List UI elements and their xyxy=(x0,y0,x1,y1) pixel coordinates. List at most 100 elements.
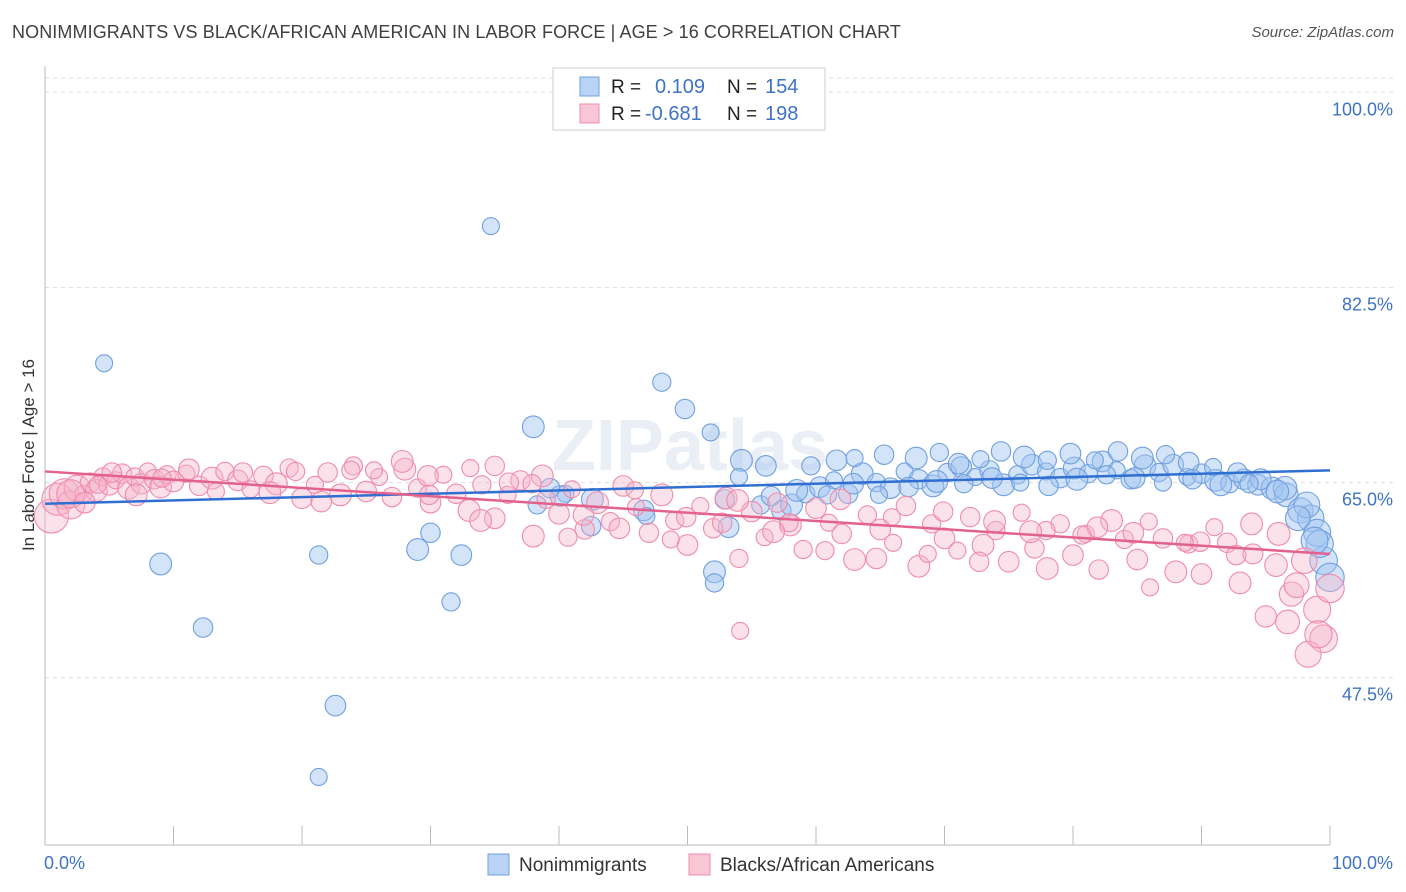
point-nonimmigrants xyxy=(947,452,970,475)
point-blacks xyxy=(884,533,903,552)
point-nonimmigrants xyxy=(704,573,725,593)
point-nonimmigrants xyxy=(1265,479,1290,504)
point-blacks xyxy=(1122,521,1145,544)
point-nonimmigrants xyxy=(95,354,114,373)
point-nonimmigrants xyxy=(904,446,928,470)
point-nonimmigrants xyxy=(1182,468,1203,490)
point-blacks xyxy=(650,483,674,507)
point-blacks xyxy=(558,527,578,547)
point-blacks xyxy=(612,475,635,497)
point-blacks xyxy=(997,550,1020,573)
point-nonimmigrants xyxy=(730,448,753,472)
point-blacks xyxy=(232,462,254,483)
point-blacks xyxy=(317,462,338,483)
point-blacks xyxy=(1240,512,1264,536)
point-blacks xyxy=(1283,572,1310,599)
point-nonimmigrants xyxy=(406,538,430,561)
point-blacks xyxy=(178,458,200,481)
point-blacks xyxy=(1175,533,1194,552)
point-blacks xyxy=(33,498,69,534)
point-nonimmigrants xyxy=(1293,491,1321,519)
point-nonimmigrants xyxy=(1059,442,1082,465)
point-nonimmigrants xyxy=(801,456,821,476)
point-blacks xyxy=(1012,503,1031,522)
point-blacks xyxy=(932,501,954,522)
point-blacks xyxy=(101,462,123,483)
point-blacks xyxy=(1164,560,1188,584)
legend-r-value-2: -0.681 xyxy=(645,103,702,125)
point-blacks xyxy=(1141,578,1160,597)
point-blacks xyxy=(675,506,697,528)
point-blacks xyxy=(390,449,414,473)
point-blacks xyxy=(1303,595,1332,624)
point-blacks xyxy=(1024,538,1045,559)
point-nonimmigrants xyxy=(873,444,895,465)
point-blacks xyxy=(971,533,995,557)
point-nonimmigrants xyxy=(1107,441,1129,462)
point-blacks xyxy=(714,486,738,510)
point-blacks xyxy=(895,495,917,517)
legend-n-label-1: N = xyxy=(727,77,757,98)
point-nonimmigrants xyxy=(971,450,990,469)
point-nonimmigrants xyxy=(1085,451,1104,470)
y-tick-label: 65.0% xyxy=(1342,490,1393,510)
point-blacks xyxy=(731,621,750,640)
point-blacks xyxy=(215,461,235,482)
point-blacks xyxy=(948,541,967,560)
trend-line-nonimmigrants xyxy=(44,469,1331,506)
point-nonimmigrants xyxy=(521,415,545,439)
point-blacks xyxy=(381,486,403,508)
point-blacks xyxy=(865,547,888,570)
point-nonimmigrants xyxy=(149,552,173,576)
point-blacks xyxy=(498,472,520,493)
point-blacks xyxy=(1228,571,1252,595)
point-blacks xyxy=(1309,624,1338,654)
point-blacks xyxy=(767,492,788,513)
axes xyxy=(44,66,1331,846)
point-blacks xyxy=(548,502,570,525)
point-blacks xyxy=(882,508,901,527)
point-blacks xyxy=(608,517,631,540)
point-nonimmigrants xyxy=(1155,445,1176,465)
point-nonimmigrants xyxy=(420,522,441,544)
point-nonimmigrants xyxy=(908,468,930,490)
point-nonimmigrants xyxy=(1012,445,1036,469)
point-nonimmigrants xyxy=(580,515,602,537)
point-blacks xyxy=(469,509,493,532)
point-blacks xyxy=(1019,520,1043,544)
point-blacks xyxy=(1062,544,1084,566)
point-nonimmigrants xyxy=(954,474,974,494)
point-blacks xyxy=(829,488,852,511)
point-nonimmigrants xyxy=(990,441,1012,462)
legend-r-label-1: R = xyxy=(611,77,641,98)
legend-swatch-nonimmigrants xyxy=(579,76,600,97)
x-tick-label: 0.0% xyxy=(44,853,85,873)
point-blacks xyxy=(918,544,937,564)
point-blacks xyxy=(983,510,1007,534)
point-blacks xyxy=(1290,547,1318,574)
series-blacks xyxy=(33,449,1345,668)
point-blacks xyxy=(1315,573,1345,604)
point-blacks xyxy=(285,461,306,482)
y-tick-label: 47.5% xyxy=(1342,685,1393,705)
y-tick-label: 82.5% xyxy=(1342,294,1393,314)
point-blacks xyxy=(726,488,750,512)
point-blacks xyxy=(1035,557,1059,580)
point-blacks xyxy=(1205,518,1224,537)
point-blacks xyxy=(711,512,733,533)
bottom-legend: Nonimmigrants Blacks/African Americans xyxy=(487,853,934,876)
point-nonimmigrants xyxy=(1037,450,1057,470)
point-blacks xyxy=(341,460,361,480)
point-blacks xyxy=(484,455,505,477)
y-axis-title: In Labor Force | Age > 16 xyxy=(19,359,38,551)
point-nonimmigrants xyxy=(701,423,720,442)
point-blacks xyxy=(434,465,453,484)
point-nonimmigrants xyxy=(309,545,329,565)
point-nonimmigrants xyxy=(637,506,656,526)
point-blacks xyxy=(1100,509,1124,532)
legend-r-label-2: R = xyxy=(611,104,641,125)
bottom-legend-label-nonimmigrants: Nonimmigrants xyxy=(519,855,647,876)
point-nonimmigrants xyxy=(652,372,672,392)
point-nonimmigrants xyxy=(1065,467,1089,491)
